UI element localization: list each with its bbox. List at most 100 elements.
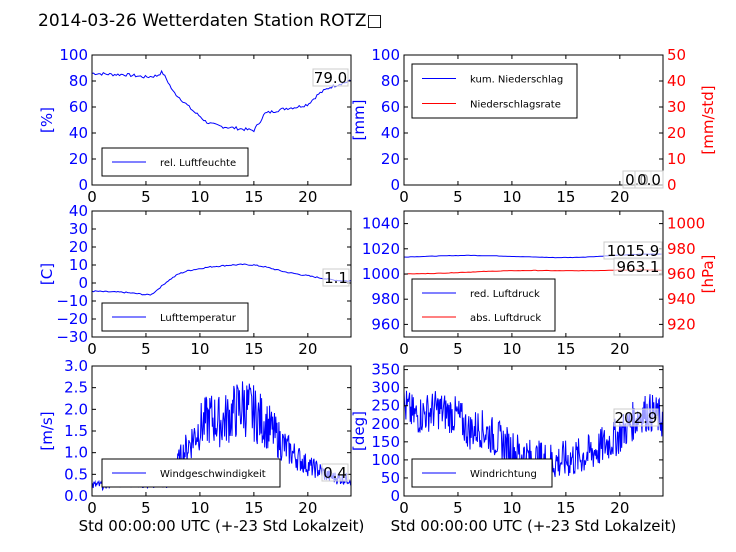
y-tick-label: 0 — [390, 487, 400, 505]
y-tick-label: 100 — [371, 46, 400, 64]
y-right-tick-label: 1000 — [667, 215, 705, 233]
x-tick-label: 20 — [610, 499, 629, 517]
y-tick-label: 100 — [371, 451, 400, 469]
y-tick-label: 980 — [371, 290, 400, 308]
y-right-tick-label: 980 — [667, 240, 696, 258]
value-annotation-box — [634, 170, 664, 189]
series-line-temperature-0 — [92, 263, 351, 296]
legend-entry-label: abs. Luftdruck — [470, 313, 541, 324]
plot-frame-humidity — [91, 54, 352, 186]
x-tick-label: 15 — [556, 499, 575, 517]
value-annotation: 0.0 — [637, 171, 661, 189]
x-tick-label: 20 — [298, 340, 317, 358]
y-tick-label: 1040 — [362, 215, 400, 233]
y-tick-label: 100 — [59, 46, 88, 64]
legend-entry-label: rel. Luftfeuchte — [160, 158, 236, 169]
y-tick-label: 300 — [371, 379, 400, 397]
y-tick-label: 2.0 — [64, 400, 88, 418]
legend-entry-label: red. Luftdruck — [470, 289, 540, 300]
value-annotation: 1.1 — [324, 269, 348, 287]
y-axis-label: [C] — [38, 263, 56, 285]
y-tick-label: 10 — [69, 256, 88, 274]
y-tick-label: 150 — [371, 433, 400, 451]
value-annotation: 79.0 — [314, 69, 347, 87]
x-tick-label: 15 — [244, 188, 263, 206]
y-tick-label: 30 — [69, 220, 88, 238]
value-annotation-box — [613, 257, 663, 276]
y-tick-label: 40 — [69, 124, 88, 142]
value-annotation-box — [322, 268, 350, 287]
y-right-tick-label: 920 — [667, 315, 696, 333]
x-tick-label: 0 — [399, 499, 409, 517]
panel-windspeed: 0 5 10 15 20 0.0 0.5 1.0 1.5 2.0 2.5 3.0 [m/s] Std 00… — [38, 357, 364, 535]
y-right-tick-label: 940 — [667, 290, 696, 308]
y-right-tick-label: 50 — [667, 46, 686, 64]
x-tick-label: 10 — [190, 188, 209, 206]
x-tick-label: 15 — [244, 499, 263, 517]
legend-entry-label: Niederschlagsrate — [470, 100, 561, 111]
y-tick-label: −30 — [56, 328, 88, 346]
x-tick-label: 15 — [244, 340, 263, 358]
y-tick-label: 40 — [381, 124, 400, 142]
plot-frame-winddir — [403, 365, 664, 497]
y-tick-label: 0 — [78, 176, 88, 194]
legend-box — [411, 278, 556, 332]
x-tick-label: 5 — [141, 188, 151, 206]
y-tick-label: 250 — [371, 397, 400, 415]
x-tick-label: 10 — [190, 340, 209, 358]
y-tick-label: 20 — [69, 238, 88, 256]
x-tick-label: 0 — [87, 340, 97, 358]
y-tick-label: −10 — [56, 292, 88, 310]
value-annotation-box — [321, 463, 349, 482]
x-tick-label: 20 — [610, 340, 629, 358]
series-line-humidity-0 — [92, 69, 351, 133]
x-tick-label: 0 — [87, 499, 97, 517]
x-tick-label: 0 — [87, 188, 97, 206]
y-tick-label: 60 — [69, 98, 88, 116]
legend-entry-label: kum. Niederschlag — [470, 75, 563, 86]
x-axis-label: Std 00:00:00 UTC (+-23 Std Lokalzeit) — [391, 517, 677, 535]
x-tick-label: 15 — [556, 340, 575, 358]
y-right-tick-label: 960 — [667, 265, 696, 283]
y-axis-label: [m/s] — [38, 411, 56, 450]
y-tick-label: 960 — [371, 315, 400, 333]
y-tick-label: 20 — [381, 150, 400, 168]
panel-humidity: 0 5 10 15 20 0 20 40 60 80 100 [%] rel. Luftfeuchte 7… — [38, 46, 352, 206]
y-tick-label: 80 — [69, 72, 88, 90]
y-tick-label: 0.5 — [64, 465, 88, 483]
x-tick-label: 5 — [141, 499, 151, 517]
y-tick-label: 1.0 — [64, 444, 88, 462]
x-tick-label: 5 — [141, 340, 151, 358]
y-axis-label: [%] — [38, 107, 56, 133]
legend-entry-label: Windgeschwindigkeit — [160, 469, 266, 480]
y-tick-label: 20 — [69, 150, 88, 168]
y-right-axis-label: [hPa] — [699, 255, 717, 294]
y-tick-label: −20 — [56, 310, 88, 328]
plot-frame-precip — [403, 54, 664, 186]
y-tick-label: 60 — [381, 98, 400, 116]
y-tick-label: 2.5 — [64, 379, 88, 397]
value-annotation: 0.4 — [323, 464, 347, 482]
x-tick-label: 20 — [610, 188, 629, 206]
y-tick-label: 1.5 — [64, 422, 88, 440]
y-right-tick-label: 30 — [667, 98, 686, 116]
y-right-axis-label: [mm/std] — [699, 85, 717, 154]
y-tick-label: 0.0 — [64, 487, 88, 505]
y-tick-label: 200 — [371, 415, 400, 433]
x-axis-label: Std 00:00:00 UTC (+-23 Std Lokalzeit) — [79, 517, 365, 535]
value-annotation: 202.9 — [615, 409, 658, 427]
y-tick-label: 0 — [390, 176, 400, 194]
x-tick-label: 10 — [502, 499, 521, 517]
x-tick-label: 10 — [502, 340, 521, 358]
value-annotation: 963.1 — [617, 258, 660, 276]
x-tick-label: 5 — [453, 499, 463, 517]
y-tick-label: 1020 — [362, 240, 400, 258]
y-axis-label: [mm] — [350, 100, 368, 141]
value-annotation-box — [613, 408, 659, 427]
x-tick-label: 5 — [453, 188, 463, 206]
y-tick-label: 40 — [69, 202, 88, 220]
legend-entry-label: Windrichtung — [470, 469, 537, 480]
y-tick-label: 1000 — [362, 265, 400, 283]
x-tick-label: 10 — [502, 188, 521, 206]
y-tick-label: 50 — [381, 469, 400, 487]
